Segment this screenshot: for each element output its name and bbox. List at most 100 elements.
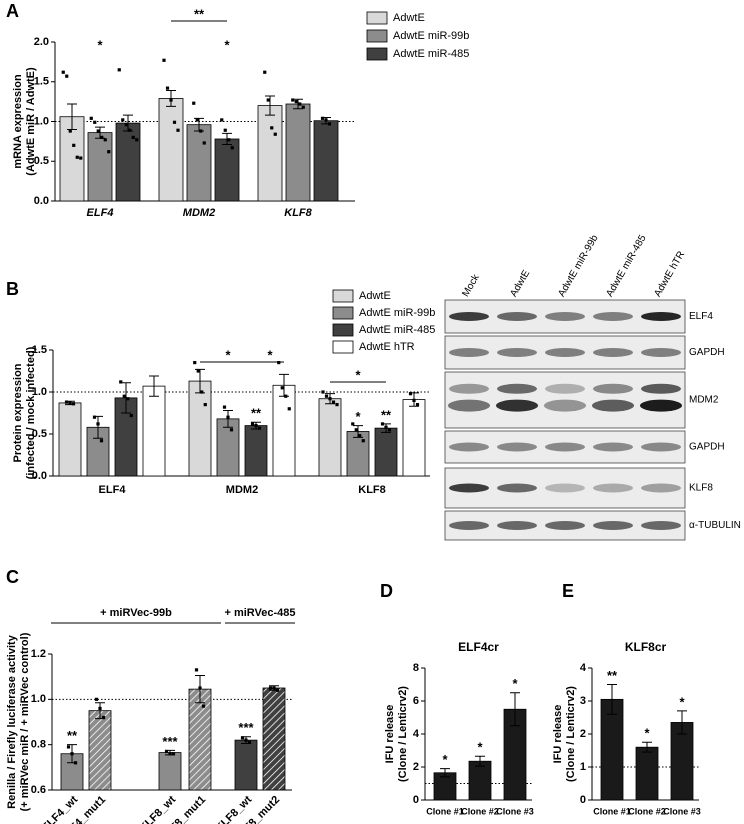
data-point (192, 101, 196, 105)
y-axis-label: IFU release (384, 705, 396, 764)
blot-band (449, 521, 489, 530)
error-bar (642, 741, 652, 753)
data-point (387, 428, 392, 432)
legend-swatch (366, 29, 388, 43)
blot-band (593, 383, 633, 394)
blot-band (545, 483, 585, 493)
bar (88, 710, 112, 791)
data-point (294, 100, 298, 104)
x-tick-label: Clone #3 (496, 806, 534, 816)
blot-panel (444, 371, 686, 429)
data-point (327, 122, 332, 126)
blot-band (545, 348, 585, 357)
data-point (223, 128, 227, 132)
blot-band (449, 312, 489, 321)
significance: * (97, 37, 103, 52)
legend-label: AdwtE miR-485 (359, 324, 435, 336)
significance: *** (238, 720, 254, 735)
blot-row-label: GAPDH (689, 347, 725, 358)
data-point (131, 135, 135, 139)
data-point (201, 704, 206, 708)
data-point (107, 150, 111, 154)
data-point (250, 422, 255, 426)
blot-band (545, 383, 585, 394)
error-bar (353, 425, 363, 438)
error-bar (510, 692, 520, 727)
data-point (240, 736, 245, 740)
bar (635, 746, 659, 801)
data-point (229, 428, 234, 432)
panel-label: C (6, 567, 19, 587)
data-point (72, 143, 76, 147)
data-point (195, 118, 199, 122)
lane-label: Mock (460, 272, 482, 299)
data-point (263, 70, 267, 74)
error-bar (607, 684, 617, 715)
data-point (73, 761, 78, 765)
error-bar (223, 409, 233, 428)
y-tick-label: 0 (413, 794, 419, 806)
data-point (335, 403, 339, 407)
bar (257, 105, 283, 202)
y-tick-label: 1 (580, 761, 586, 773)
chart-title: KLF8cr (625, 640, 667, 654)
y-axis-label: Protein expression (12, 363, 24, 462)
blot-row-label: MDM2 (689, 395, 719, 406)
y-axis-label: (Clone / Lenticrv2) (565, 686, 577, 782)
y-tick-label: 3 (580, 695, 586, 707)
lane-label: AdwtE miR-485 (604, 233, 648, 299)
blot-band (544, 399, 586, 412)
data-point (254, 424, 258, 428)
y-tick-label: 0.6 (31, 784, 46, 796)
data-point (324, 118, 328, 122)
data-point (277, 361, 281, 365)
legend-swatch (332, 289, 354, 303)
data-point (176, 128, 180, 132)
data-point (71, 402, 76, 406)
bar (262, 687, 286, 791)
x-tick-label: ELF4 (87, 207, 114, 219)
data-point (126, 397, 130, 401)
bar (244, 425, 268, 477)
x-tick-label: KLF8 (358, 484, 386, 496)
data-point (169, 98, 173, 102)
data-point (270, 126, 274, 130)
y-tick-label: 1.0 (34, 115, 49, 127)
data-point (361, 439, 365, 443)
bracket-label: * (355, 367, 361, 382)
error-bar (121, 382, 131, 414)
significance: * (477, 740, 483, 755)
blot-band (448, 399, 490, 412)
y-tick-label: 1.5 (34, 76, 49, 88)
data-point (351, 422, 355, 426)
x-tick-label: Clone #2 (628, 806, 666, 816)
x-tick-label: KLF8_wt (137, 793, 178, 824)
bar (272, 384, 296, 477)
legend-swatch (332, 306, 354, 320)
data-point (98, 706, 102, 710)
data-point (384, 425, 388, 429)
significance: * (644, 726, 650, 741)
blot-band (641, 348, 681, 357)
blot-band (640, 399, 682, 412)
legend-swatch (366, 47, 388, 61)
legend-label: AdwtE miR-485 (393, 48, 469, 60)
data-point (226, 415, 230, 419)
blot-band (545, 312, 585, 321)
x-tick-label: Clone #1 (593, 806, 631, 816)
y-tick-label: 2.0 (34, 36, 49, 48)
blot-row-label: GAPDH (689, 442, 725, 453)
error-bar (293, 98, 303, 110)
data-point (128, 128, 132, 132)
x-tick-label: Clone #3 (663, 806, 701, 816)
data-point (273, 132, 277, 136)
x-tick-label: MDM2 (183, 207, 215, 219)
data-point (164, 749, 169, 754)
blot-band (497, 312, 537, 321)
significance: ** (381, 407, 392, 422)
data-point (101, 715, 106, 720)
data-point (61, 70, 65, 74)
blot-band (593, 521, 633, 530)
y-axis-label: (AdwtE miR / AdwtE) (25, 67, 37, 176)
x-tick-label: ELF4 (99, 484, 127, 496)
